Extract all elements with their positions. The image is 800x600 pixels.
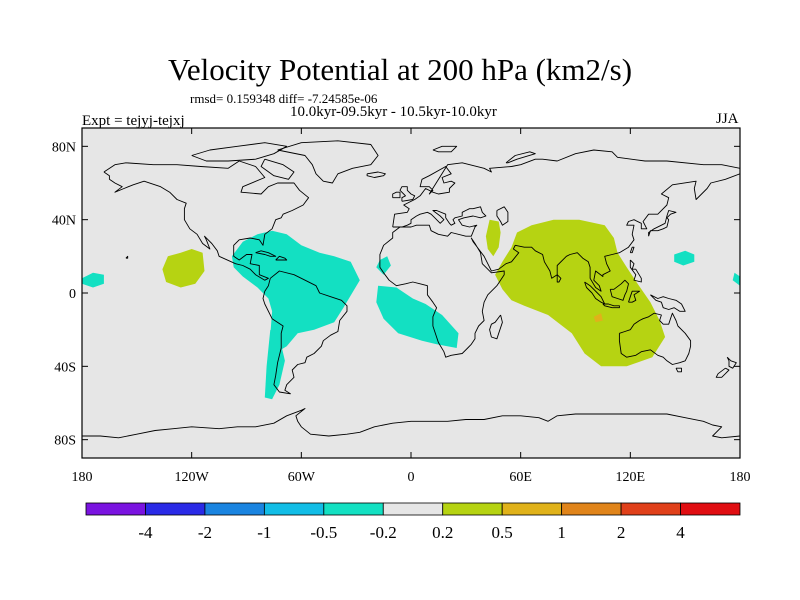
coastline-philippines (629, 259, 642, 283)
positive-anomaly-central-pacific (162, 249, 205, 288)
coastline-layer (82, 140, 740, 439)
y-tick-label: 40S (54, 360, 76, 375)
colorbar-swatch (85, 502, 146, 516)
coastline-antarctica (82, 408, 740, 439)
coastline-canadian-archipelago (191, 142, 288, 162)
coastline-new-zealand-north (726, 356, 737, 369)
coastline-sri-lanka (556, 274, 562, 283)
negative-anomaly-date-line-west (82, 272, 104, 288)
coastline-north-america (103, 160, 310, 281)
colorbar-swatch (204, 502, 265, 516)
colorbar-label: 4 (676, 523, 685, 542)
x-tick-label: 120E (616, 470, 646, 485)
colorbar-label: 0.2 (432, 523, 453, 542)
x-tick-label: 60E (509, 470, 532, 485)
coastline-sulawesi (628, 290, 640, 303)
negative-anomaly-tropical-atlantic (376, 285, 459, 348)
colorbar-swatch (620, 502, 681, 516)
x-tick-label: 60W (288, 470, 316, 485)
coastline-great-britain (399, 186, 416, 202)
experiment-label: Expt = tejyj-tejxj (82, 113, 185, 129)
colorbar-label: -4 (138, 523, 153, 542)
y-tick-label: 80N (52, 140, 76, 155)
coastline-eurasia-africa (379, 149, 740, 358)
coastline-australia (618, 312, 692, 365)
colorbar-label: 2 (617, 523, 626, 542)
colorbar: -4 -2 -1 -0.5 -0.2 0.2 0.5 1 2 4 (85, 502, 741, 542)
negative-anomaly-americas (231, 230, 360, 352)
positive-anomaly-indo-pacific (495, 219, 666, 367)
coastline-ireland (392, 191, 401, 199)
x-tick-label: 180 (730, 470, 751, 485)
coastline-cuba (255, 250, 277, 257)
negative-anomaly-date-line-east (732, 272, 740, 286)
coastline-new-guinea (650, 294, 686, 312)
coastline-hispaniola (275, 255, 288, 261)
x-tick-label: 0 (408, 470, 415, 485)
negative-anomaly-south-america-west (264, 329, 285, 400)
colorbar-label: 1 (557, 523, 566, 542)
coastline-sumatra (584, 281, 606, 305)
coastline-japan (648, 210, 677, 237)
coastline-svalbard (432, 145, 458, 153)
coastline-madagascar (489, 314, 503, 340)
colorbar-swatch (382, 502, 444, 516)
x-tick-label: 180 (72, 470, 93, 485)
positive-anomaly-east-africa (485, 219, 501, 257)
colorbar-swatch (501, 502, 563, 516)
negative-anomaly-west-pacific (674, 250, 695, 266)
coastline-greenland (277, 140, 379, 184)
anomaly-shading-layer (82, 219, 740, 400)
coastline-taiwan (629, 246, 635, 254)
colorbar-swatch (442, 502, 503, 516)
x-tick-label: 120W (175, 470, 210, 485)
coastline-novaya-zemlya (505, 151, 536, 164)
coastline-caspian-sea (496, 206, 509, 226)
colorbar-swatch (263, 502, 325, 516)
coastline-java (602, 303, 620, 309)
coastline-hawaii (125, 255, 129, 259)
season-label: JJA (716, 111, 739, 127)
coastline-borneo (609, 279, 629, 301)
y-tick-label: 0 (69, 287, 76, 302)
colorbar-label: -1 (257, 523, 271, 542)
colorbar-label: -0.5 (310, 523, 337, 542)
colorbar-label: 0.5 (492, 523, 513, 542)
y-tick-label: 40N (52, 214, 76, 229)
colorbar-label: -0.2 (370, 523, 397, 542)
coastline-iceland (366, 171, 386, 178)
y-tick-label: 80S (54, 434, 76, 449)
colorbar-swatch (680, 502, 741, 516)
coastline-new-zealand-south (715, 367, 730, 378)
plot-title: Velocity Potential at 200 hPa (km2/s) (167, 52, 633, 87)
colorbar-swatch (323, 502, 384, 516)
axis-ticks: 180 120W 60W 0 60E 120E 180 80N 40N 0 40S 80S (52, 128, 751, 485)
coastline-south-america (262, 270, 348, 395)
statistics-line: rmsd= 0.159348 diff= -7.24585e-06 (190, 91, 378, 106)
colorbar-swatch (561, 502, 622, 516)
colorbar-swatch (145, 502, 206, 516)
coastline-baffin-island (260, 158, 295, 180)
positive-anomaly-maritime-continent-core (593, 313, 603, 323)
coastline-tasmania (675, 367, 682, 373)
colorbar-label: -2 (198, 523, 212, 542)
period-label: 10.0kyr-09.5kyr - 10.5kyr-10.0kyr (290, 104, 497, 120)
